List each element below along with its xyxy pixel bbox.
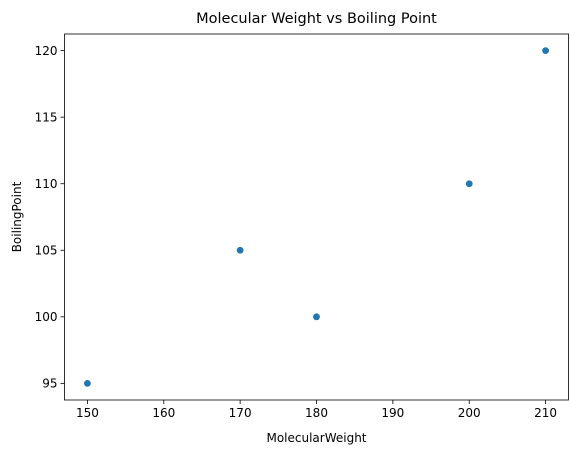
y-tick-label: 95 (42, 377, 57, 391)
data-point (84, 379, 91, 387)
x-axis-ticks: 150 160 170 180 190 200 210 (76, 400, 557, 420)
data-point (236, 246, 244, 254)
y-tick-label: 110 (35, 177, 58, 191)
y-tick-label: 120 (35, 44, 58, 58)
y-axis-label: BoilingPoint (10, 181, 24, 252)
data-point (542, 47, 549, 55)
data-points (84, 47, 549, 387)
axes-frame (64, 33, 569, 401)
x-tick-label: 170 (229, 406, 252, 420)
data-point (313, 313, 320, 321)
x-tick-label: 200 (458, 406, 481, 420)
chart-title: Molecular Weight vs Boiling Point (196, 11, 437, 27)
x-tick-label: 160 (152, 406, 175, 420)
data-point (465, 180, 473, 188)
y-tick-label: 100 (35, 310, 58, 324)
y-tick-label: 115 (35, 110, 58, 124)
x-tick-label: 150 (76, 406, 99, 420)
x-tick-label: 190 (381, 406, 404, 420)
y-tick-label: 105 (35, 244, 58, 258)
x-tick-label: 210 (534, 406, 557, 420)
x-tick-label: 180 (305, 406, 328, 420)
x-axis-label: MolecularWeight (266, 431, 366, 445)
y-axis-ticks: 95 100 105 110 115 120 (35, 44, 65, 391)
plot-area: 150 160 170 180 190 200 210 95 100 105 110 115 120 (35, 33, 569, 420)
